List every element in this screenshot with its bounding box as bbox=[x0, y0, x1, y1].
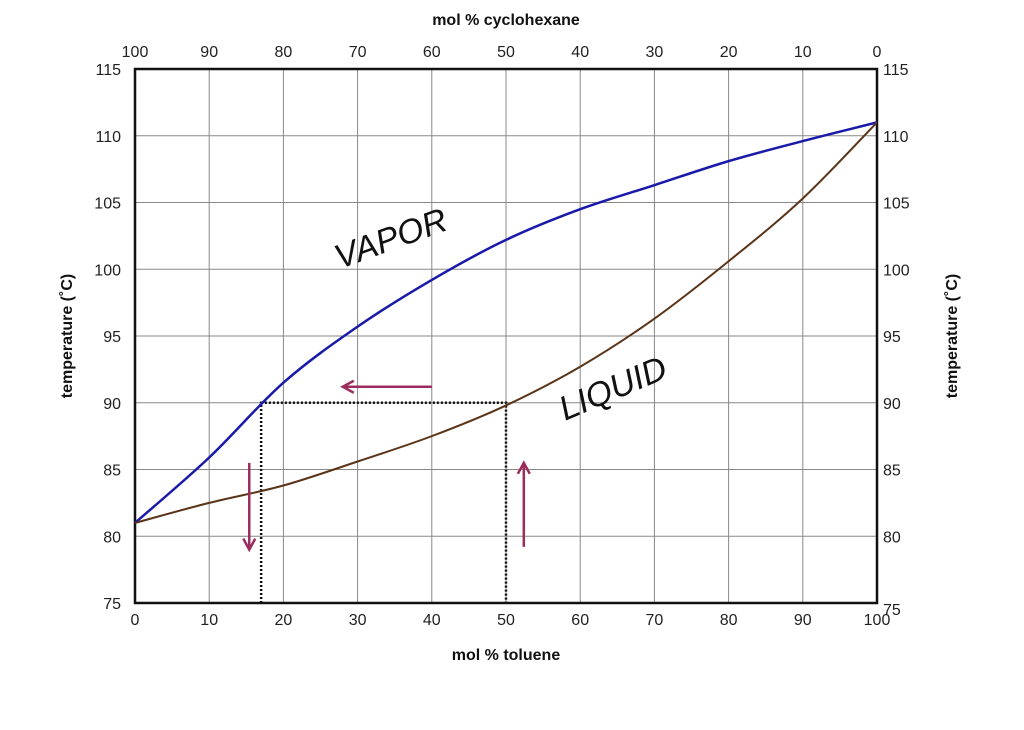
y2-tick-label: 105 bbox=[883, 196, 910, 213]
x2-tick-label: 80 bbox=[275, 44, 293, 61]
y2-tick-label: 110 bbox=[883, 129, 909, 146]
x2-tick-label: 40 bbox=[571, 44, 589, 61]
y-tick-label: 95 bbox=[103, 329, 121, 346]
y-tick-label: 90 bbox=[103, 396, 121, 413]
y2-tick-label: 100 bbox=[883, 262, 910, 279]
x-tick-label: 20 bbox=[275, 612, 293, 629]
y2-tick-label: 85 bbox=[883, 463, 901, 480]
x2-tick-label: 20 bbox=[720, 44, 738, 61]
x-tick-label: 30 bbox=[349, 612, 367, 629]
arrow-head bbox=[516, 460, 531, 475]
tie-line bbox=[259, 401, 508, 603]
x2-tick-label: 100 bbox=[122, 44, 149, 61]
y2-tick-label: 115 bbox=[883, 62, 909, 79]
arrow-head bbox=[242, 538, 257, 553]
region-label-vapor: VAPOR bbox=[329, 201, 452, 277]
x-tick-label: 80 bbox=[720, 612, 738, 629]
y-tick-label: 105 bbox=[94, 196, 121, 213]
x-tick-label: 100 bbox=[864, 612, 891, 629]
curve-liquid bbox=[134, 121, 878, 524]
y2-tick-label: 95 bbox=[883, 329, 901, 346]
curve-vapor bbox=[134, 121, 878, 524]
x2-tick-label: 10 bbox=[794, 44, 812, 61]
y-tick-label: 80 bbox=[103, 529, 121, 546]
x-tick-label: 70 bbox=[646, 612, 664, 629]
y-axis-label: temperature (˚C) bbox=[59, 274, 76, 398]
x2-tick-label: 30 bbox=[646, 44, 664, 61]
y-tick-label: 100 bbox=[94, 262, 121, 279]
y-tick-label: 110 bbox=[95, 129, 121, 146]
grid bbox=[133, 67, 879, 605]
y2-tick-label: 80 bbox=[883, 529, 901, 546]
x-axis-label: mol % toluene bbox=[452, 647, 561, 664]
x-tick-label: 60 bbox=[571, 612, 589, 629]
x2-tick-label: 50 bbox=[497, 44, 515, 61]
x2-tick-label: 70 bbox=[349, 44, 367, 61]
tick-labels: 0100109020803070406050506040703080209010… bbox=[94, 44, 910, 629]
x2-axis-label: mol % cyclohexane bbox=[432, 12, 580, 29]
y-tick-label: 75 bbox=[103, 596, 121, 613]
y2-tick-label: 90 bbox=[883, 396, 901, 413]
y-tick-label: 85 bbox=[103, 463, 121, 480]
y2-axis-label: temperature (˚C) bbox=[944, 274, 961, 398]
x2-tick-label: 0 bbox=[873, 44, 882, 61]
x-tick-label: 40 bbox=[423, 612, 441, 629]
x-tick-label: 0 bbox=[131, 612, 140, 629]
x-tick-label: 10 bbox=[200, 612, 218, 629]
arrow-head bbox=[340, 379, 355, 394]
x-tick-label: 90 bbox=[794, 612, 812, 629]
x-tick-label: 50 bbox=[497, 612, 515, 629]
y-tick-label: 115 bbox=[95, 62, 121, 79]
y2-tick-label: 75 bbox=[883, 602, 901, 619]
x2-tick-label: 60 bbox=[423, 44, 441, 61]
x2-tick-label: 90 bbox=[200, 44, 218, 61]
